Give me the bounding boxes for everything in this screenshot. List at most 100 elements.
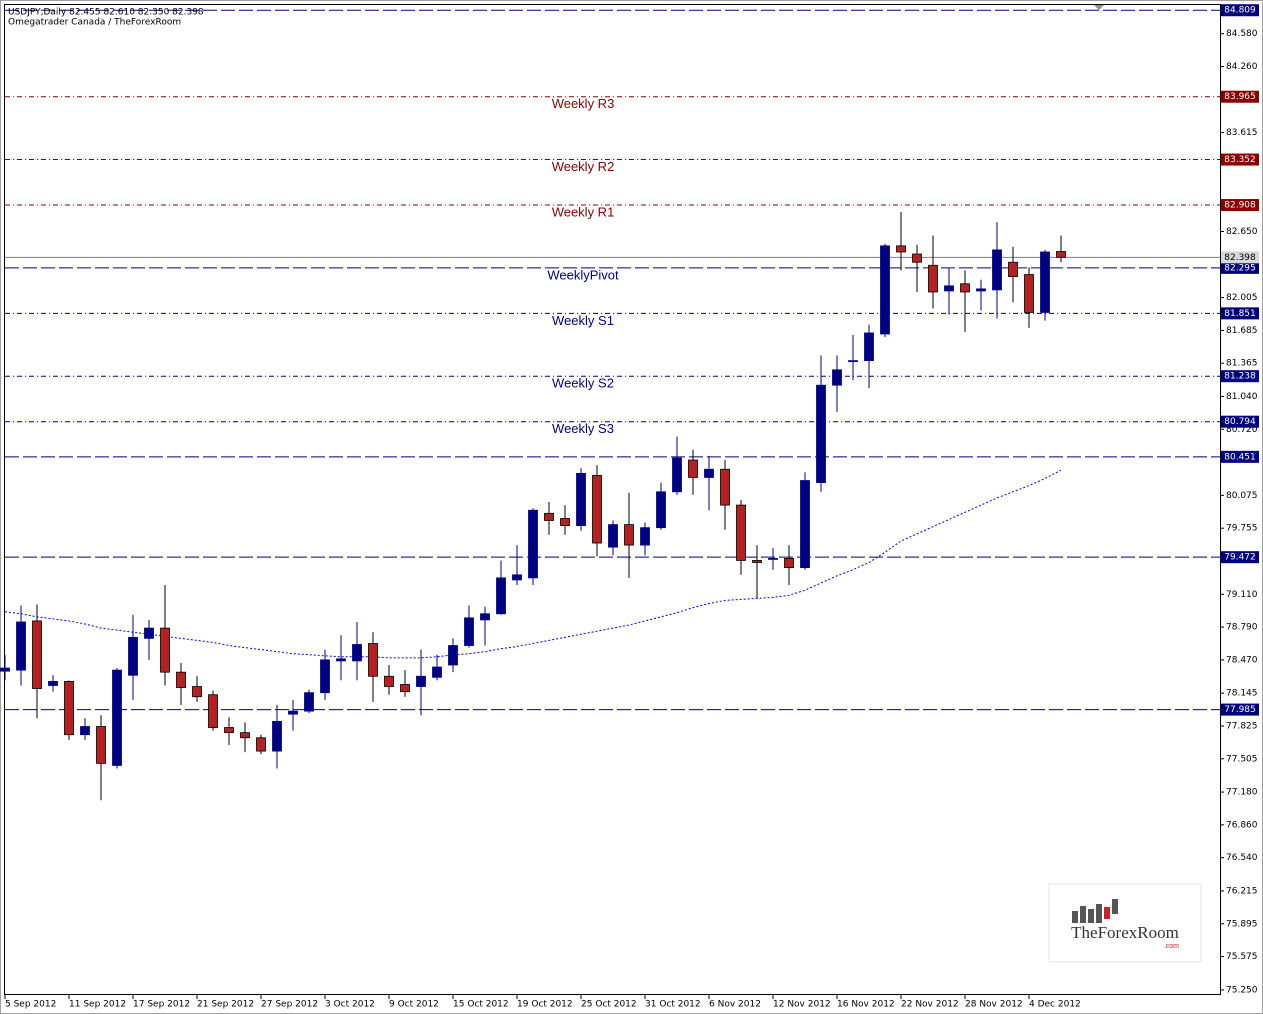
candle-body [480,613,490,621]
price-box-label: 84.809 [1224,6,1256,16]
candle-body [960,283,970,293]
candle-body [432,666,442,678]
candle-body [816,384,826,483]
candle-body [704,468,714,478]
x-tick-label: 6 Nov 2012 [709,1000,761,1010]
price-box-label: 82.908 [1224,201,1256,211]
y-tick-label: 78.470 [1226,655,1258,665]
candle-body [240,732,250,739]
price-box-label: 79.472 [1224,553,1256,563]
candle-body [992,249,1002,291]
candle-body [320,659,330,694]
candle-body [112,669,122,766]
plot-layer: 84.580 84.260 83.615 82.650 82.005 81.685 81.3… [0,4,1259,1010]
logo-bar [1080,906,1086,923]
candle-body [976,288,986,292]
y-tick-label: 76.540 [1226,853,1258,863]
candle-body [256,737,266,752]
x-tick-label: 22 Nov 2012 [901,1000,959,1010]
candle-body [800,480,810,569]
candle-body [16,621,26,671]
watermark: TheForexRoom .com [1048,883,1202,963]
price-box-label: 83.965 [1224,92,1256,102]
x-tick-label: 9 Oct 2012 [389,1000,439,1010]
candle-body [912,253,922,263]
candle-body [416,675,426,687]
y-tick-label: 82.005 [1226,293,1258,303]
watermark-sub: .com [1164,943,1179,950]
candle-body [848,360,858,363]
y-tick-label: 75.250 [1226,985,1258,995]
chart-subtitle: Omegatrader Canada / TheForexRoom [8,18,181,28]
candle-body [368,643,378,677]
x-tick-label: 19 Oct 2012 [517,1000,573,1010]
level-label: Weekly R3 [552,96,615,111]
candle-body [464,617,474,646]
candle-body [384,675,394,687]
price-box [1221,307,1259,320]
logo-bar [1104,907,1110,919]
price-box [1221,551,1259,564]
candle-body [80,726,90,736]
candle-body [624,524,634,546]
candle-body [224,727,234,734]
candle-body [688,459,698,478]
candle-body [560,518,570,527]
x-tick-label: 11 Sep 2012 [69,1000,126,1010]
level-label: WeeklyPivot [547,267,619,282]
candle-body [272,720,282,752]
y-tick-label: 81.685 [1226,326,1258,336]
y-tick-label: 78.145 [1226,689,1258,699]
price-box-label: 80.451 [1224,452,1256,462]
candle-body [400,684,410,693]
price-box [1221,370,1259,383]
candle-body [48,680,58,686]
candle-body [336,658,346,662]
candle-body [544,512,554,521]
candle-body [0,667,10,672]
price-box-label: 82.295 [1224,263,1256,273]
shift-marker [1094,5,1104,10]
price-box [1221,261,1259,274]
candle-body [304,692,314,712]
price-box [1221,153,1259,166]
y-tick-label: 81.040 [1226,392,1258,402]
y-tick-label: 77.180 [1226,788,1258,798]
y-tick-label: 76.215 [1226,886,1258,896]
candle-body [512,574,522,581]
candle-body [608,524,618,548]
level-label: Weekly R2 [552,159,615,174]
candle-body [192,686,202,698]
x-tick-label: 15 Oct 2012 [453,1000,509,1010]
y-tick-label: 78.790 [1226,623,1258,633]
chart-title: USDJPY,Daily 82.455 82.610 82.350 82.398 [8,8,204,18]
candle-body [672,457,682,493]
plot-area [4,4,1221,995]
candle-body [656,491,666,529]
price-box [1221,4,1259,17]
candle-body [944,285,954,292]
logo-bar [1096,904,1102,923]
price-box-label: 80.794 [1224,417,1256,427]
candle-body [576,472,586,527]
logo-bar [1088,909,1094,923]
logo-bar [1112,899,1118,914]
y-tick-label: 75.575 [1226,952,1258,962]
candle-body [32,620,42,689]
x-tick-label: 21 Sep 2012 [197,1000,254,1010]
price-box [1221,90,1259,103]
y-tick-label: 81.365 [1226,359,1258,369]
x-tick-label: 31 Oct 2012 [645,1000,701,1010]
candle-body [832,369,842,386]
candle-body [896,245,906,253]
y-tick-label: 79.110 [1226,590,1258,600]
x-tick-label: 5 Sep 2012 [5,1000,56,1010]
y-tick-label: 80.720 [1226,425,1258,435]
price-box [1221,415,1259,428]
y-tick-label: 77.825 [1226,721,1258,731]
level-label: Weekly R1 [552,204,615,219]
candle-body [352,644,362,662]
candle-body [640,527,650,546]
